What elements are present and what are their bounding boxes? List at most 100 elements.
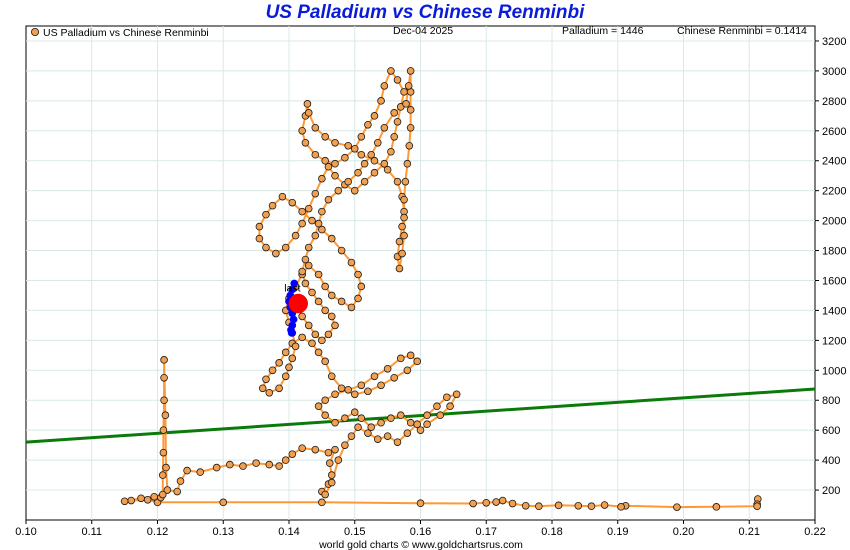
data-point <box>331 159 339 168</box>
data-point <box>298 219 306 228</box>
recent-points-layer <box>285 279 299 337</box>
data-point <box>401 177 410 186</box>
trend-line-group <box>25 387 816 444</box>
y-tick-label: 1600 <box>822 275 846 287</box>
data-point <box>321 490 329 499</box>
data-point <box>498 496 507 505</box>
data-point <box>357 282 366 291</box>
x-tick-label: 0.15 <box>344 526 365 538</box>
data-point <box>357 414 366 423</box>
data-point <box>314 219 323 228</box>
x-tick-label: 0.17 <box>476 526 497 538</box>
data-point <box>403 429 412 437</box>
data-point <box>327 291 336 300</box>
data-point <box>304 243 313 252</box>
data-point <box>405 141 414 150</box>
data-point <box>318 207 326 216</box>
data-point <box>143 495 152 504</box>
data-point <box>383 365 392 373</box>
data-point <box>673 503 681 511</box>
data-point <box>159 448 168 457</box>
data-point <box>406 123 415 132</box>
data-point <box>252 459 260 467</box>
y-tick-label: 1000 <box>822 365 846 377</box>
data-point <box>318 336 326 345</box>
data-point <box>423 411 431 420</box>
data-point <box>298 312 306 321</box>
data-point <box>158 471 167 479</box>
data-point <box>396 354 405 363</box>
data-point <box>324 195 333 204</box>
data-point <box>268 201 277 210</box>
data-point <box>288 198 297 207</box>
data-point <box>331 171 339 180</box>
x-tick-label: 0.14 <box>278 526 299 538</box>
data-point <box>161 411 170 420</box>
data-point <box>404 82 413 90</box>
data-point <box>176 477 185 485</box>
data-point <box>347 432 356 440</box>
data-point <box>403 366 412 375</box>
data-point <box>160 356 168 364</box>
data-point <box>393 177 402 186</box>
data-point <box>327 471 336 479</box>
data-point <box>239 462 247 470</box>
data-point <box>350 186 359 195</box>
renminbi-readout: Chinese Renminbi = 0.1414 <box>677 25 807 37</box>
data-point <box>395 237 404 246</box>
data-point <box>402 100 410 108</box>
data-point <box>350 408 359 417</box>
data-point <box>331 390 339 399</box>
grid-lines <box>26 26 815 520</box>
data-point <box>400 231 408 240</box>
data-point <box>288 354 297 363</box>
data-point <box>370 168 379 177</box>
data-point <box>390 109 399 117</box>
data-point <box>285 363 293 372</box>
credit-line: world gold charts © www.goldchartsrus.co… <box>318 539 523 550</box>
data-point <box>262 375 270 384</box>
y-tick-label: 2400 <box>822 156 846 168</box>
data-point <box>160 396 168 405</box>
data-point <box>521 501 530 510</box>
data-point <box>318 225 326 234</box>
data-point <box>311 445 320 454</box>
data-point <box>406 67 415 75</box>
data-point <box>354 294 362 303</box>
y-axis: 200 400 600 800 1000 1200 1400 1600 1800 2000 2200… <box>815 36 846 497</box>
data-point <box>436 411 445 420</box>
data-point <box>311 231 320 240</box>
data-point <box>535 502 543 511</box>
data-point <box>212 463 221 472</box>
data-point <box>344 141 352 150</box>
data-point <box>311 189 320 198</box>
data-point <box>753 502 761 511</box>
data-point <box>433 402 441 411</box>
data-point <box>288 450 297 458</box>
data-point <box>301 138 310 147</box>
data-point <box>268 366 277 375</box>
data-point <box>508 499 517 508</box>
data-point <box>350 144 359 153</box>
data-point <box>354 168 362 177</box>
y-tick-label: 2800 <box>822 96 846 108</box>
data-point <box>400 195 408 204</box>
data-point <box>383 165 392 174</box>
data-point <box>413 357 422 366</box>
data-point <box>321 156 329 165</box>
data-point <box>360 177 369 186</box>
x-tick-label: 0.21 <box>739 526 760 538</box>
data-point <box>370 156 379 165</box>
date-label: Dec-04 2025 <box>393 25 453 37</box>
data-point <box>303 100 312 108</box>
data-point <box>318 498 326 507</box>
y-tick-label: 3200 <box>822 36 846 48</box>
data-point <box>275 384 283 393</box>
x-tick-label: 0.22 <box>804 526 825 538</box>
data-point <box>278 192 287 201</box>
data-point <box>393 118 402 126</box>
data-point <box>380 123 389 132</box>
data-point <box>262 210 270 219</box>
x-tick-label: 0.13 <box>213 526 234 538</box>
